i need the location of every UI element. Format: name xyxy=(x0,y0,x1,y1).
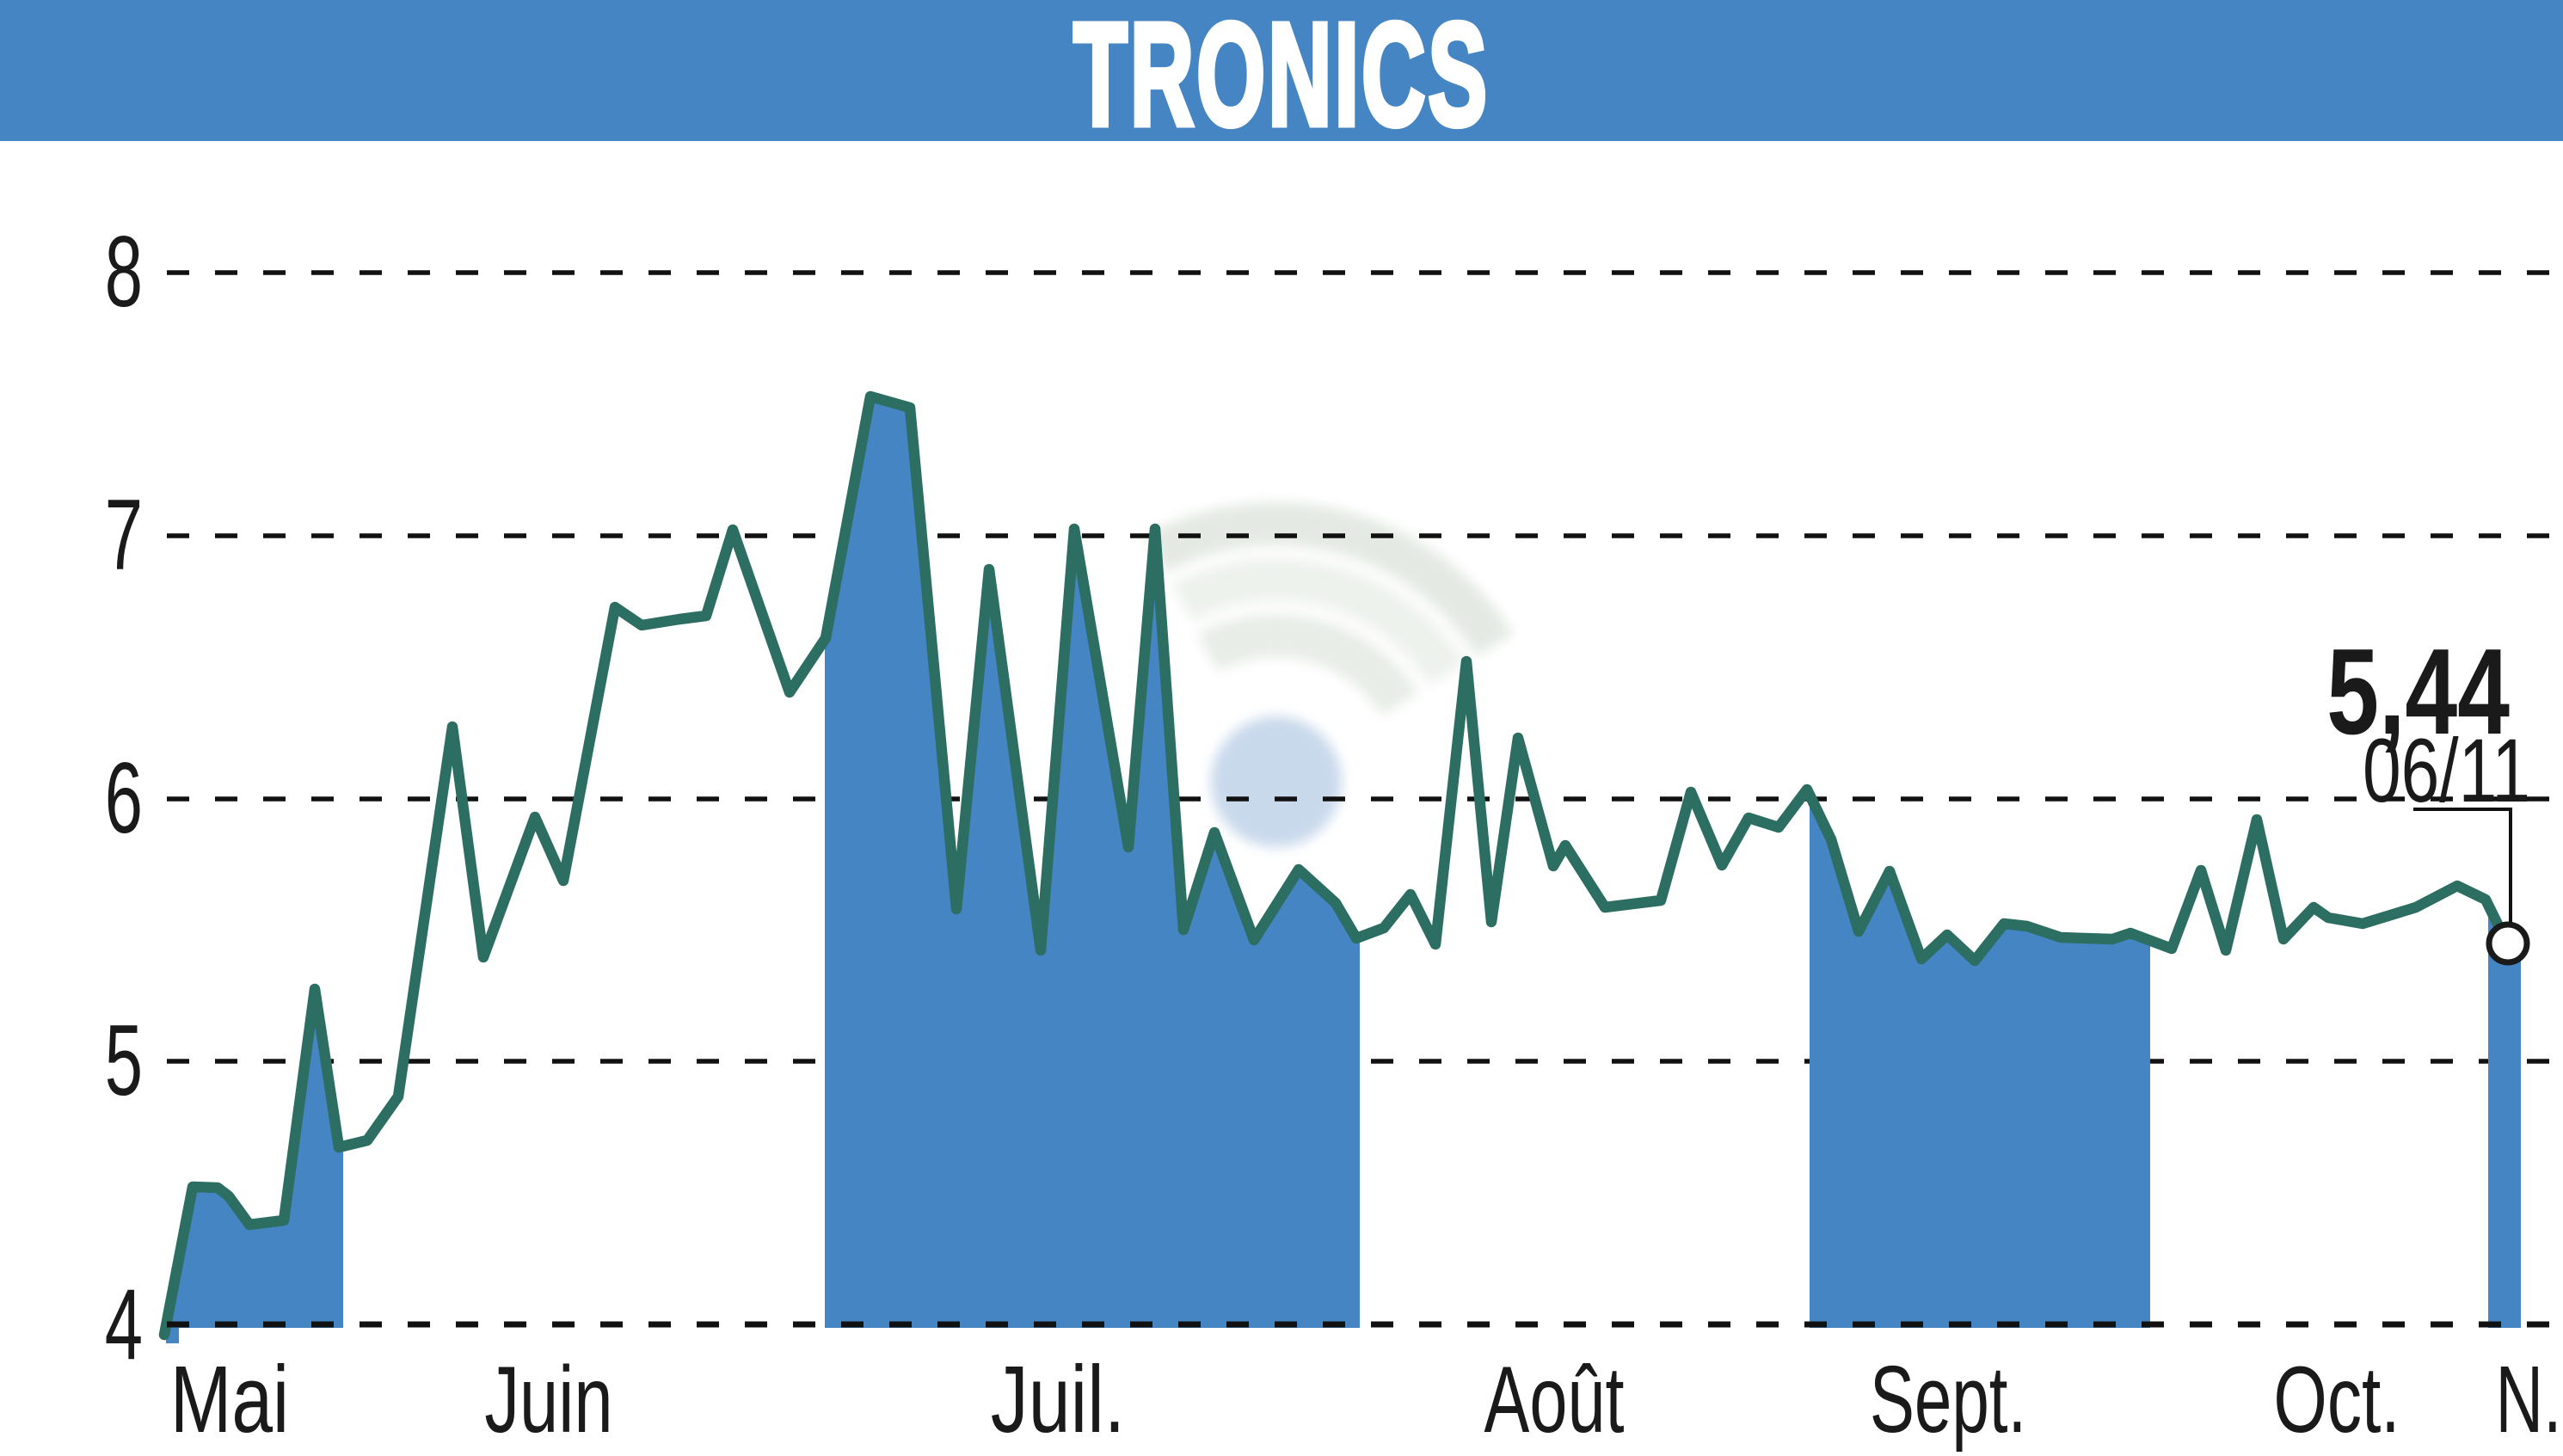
svg-text:5,44: 5,44 xyxy=(2326,623,2510,759)
svg-text:6: 6 xyxy=(105,742,143,855)
svg-text:Juil.: Juil. xyxy=(991,1348,1125,1453)
svg-text:7: 7 xyxy=(105,479,143,592)
svg-text:Août: Août xyxy=(1484,1347,1625,1453)
svg-text:TRONICS: TRONICS xyxy=(1073,0,1490,156)
svg-text:5: 5 xyxy=(105,1004,143,1117)
svg-text:Juin: Juin xyxy=(484,1346,612,1453)
svg-text:N.: N. xyxy=(2496,1348,2562,1453)
svg-text:8: 8 xyxy=(105,216,143,329)
svg-text:06/11: 06/11 xyxy=(2363,720,2530,821)
svg-text:Oct.: Oct. xyxy=(2273,1348,2400,1453)
svg-text:4: 4 xyxy=(105,1269,143,1381)
svg-text:Mai: Mai xyxy=(170,1347,289,1453)
svg-text:Sept.: Sept. xyxy=(1870,1348,2026,1453)
